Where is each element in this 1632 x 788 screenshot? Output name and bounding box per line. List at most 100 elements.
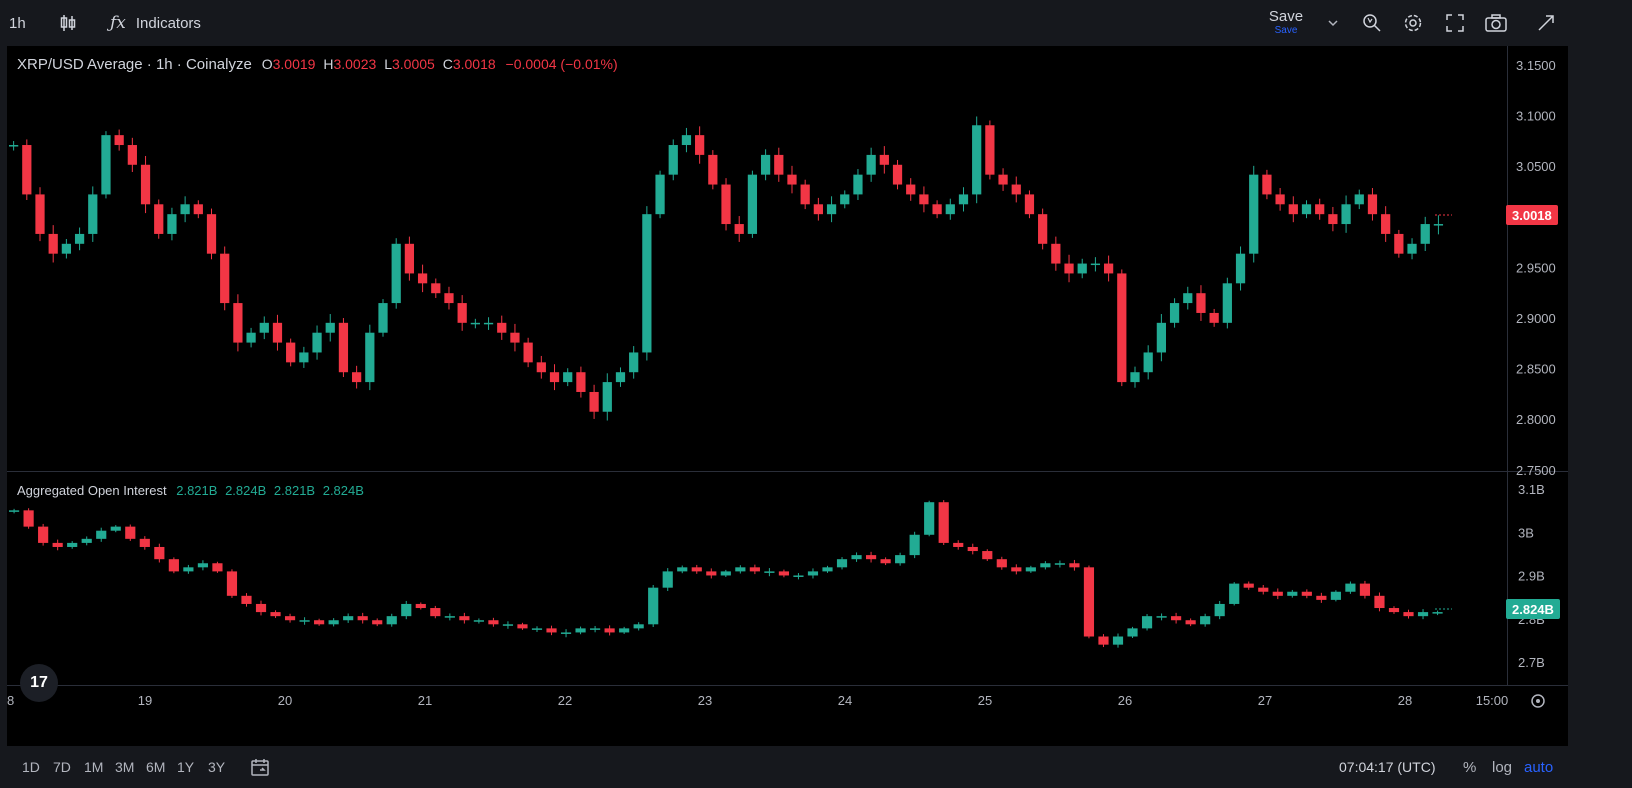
candle [365,324,375,391]
candle [1275,188,1285,211]
candle [787,165,797,194]
range-button-7d[interactable]: 7D [53,759,71,775]
candle [357,612,368,624]
oi-low-value: 2.821B [273,483,316,498]
candle [1258,584,1269,595]
range-button-1d[interactable]: 1D [22,759,40,775]
chart-area[interactable]: 3.15003.10003.05003.00002.95002.90002.85… [7,46,1568,746]
candle [720,569,731,577]
price-tick-label: 2.8500 [1516,362,1556,377]
range-button-3m[interactable]: 3M [115,759,135,775]
candle [1038,208,1048,250]
price-tick-label: 3.0500 [1516,159,1556,174]
chart-canvas[interactable]: 3.15003.10003.05003.00002.95002.90002.85… [7,46,1568,746]
candle [1301,200,1312,219]
close-value: 3.0018 [452,56,496,72]
price-axis[interactable]: 3.15003.10003.05003.00002.95002.90002.85… [1516,58,1556,478]
candle [895,552,906,566]
indicators-label: Indicators [135,14,201,32]
range-button-1m[interactable]: 1M [84,759,104,775]
candle [510,323,520,352]
candle [909,531,920,559]
candle [272,314,283,351]
oi-title[interactable]: Aggregated Open Interest [17,483,167,498]
candle [1171,612,1182,624]
log-scale-toggle[interactable]: log [1492,746,1512,788]
candles-icon[interactable] [53,8,83,38]
candle [259,316,269,340]
candle [602,373,612,421]
candle [488,617,499,627]
range-button-3y[interactable]: 3Y [208,759,226,775]
candle [430,605,441,619]
candle [517,622,528,630]
candle [154,199,164,239]
candle [560,629,572,638]
candle [1069,559,1080,571]
fullscreen-icon[interactable] [1440,8,1470,38]
candle [1040,561,1051,570]
interval-selector[interactable]: 1h [9,0,26,46]
candle [1025,565,1036,573]
auto-scale-toggle[interactable]: auto [1524,746,1553,788]
candle [343,613,354,623]
candle [1077,258,1087,279]
oi-tick-label: 3B [1518,525,1534,540]
candle [154,543,165,563]
price-tick-label: 2.7500 [1516,463,1556,478]
date-range-icon[interactable] [250,746,272,788]
candle [1359,580,1371,599]
low-value: 3.0005 [391,56,435,72]
candle [865,551,877,563]
candle [404,236,415,281]
candle [662,568,673,591]
candle [1011,176,1021,203]
function-icon: ƒx [110,13,126,33]
quick-search-icon[interactable] [1357,8,1387,38]
time-axis[interactable]: 8 19 20 21 22 23 24 25 26 27 28 15:00 [7,693,1508,708]
high-label: H [323,56,334,72]
candle [1417,609,1429,620]
candle [906,178,916,201]
price-tick-label: 3.1500 [1516,58,1556,73]
candle [1143,345,1153,380]
symbol-title[interactable]: XRP/USD Average · 1h · Coinalyze [17,56,252,73]
time-tick-label: 23 [698,693,712,708]
candle [1054,560,1065,568]
candle [125,524,136,541]
gear-icon[interactable] [1398,8,1428,38]
candle [88,186,98,242]
candle [1330,590,1341,602]
indicators-button[interactable]: ƒx Indicators [110,0,201,46]
candle [1328,206,1338,232]
percent-scale-toggle[interactable]: % [1463,746,1476,788]
chevron-down-icon[interactable] [1318,8,1348,38]
save-button[interactable]: Save Save [1266,8,1306,36]
candle [938,500,949,546]
range-button-6m[interactable]: 6M [146,759,166,775]
candle [982,549,993,561]
candle [1011,564,1022,575]
tradingview-logo-icon[interactable]: 17 [20,664,58,702]
candle [536,355,546,379]
candle [101,131,111,199]
candle [1315,198,1325,220]
candle [879,146,889,174]
candle [1249,165,1259,263]
candle [1301,589,1312,599]
candle [459,612,470,624]
range-button-1y[interactable]: 1Y [177,759,195,775]
candle [284,613,296,623]
price-tick-label: 2.9500 [1516,260,1556,275]
candle [642,206,652,361]
top-toolbar: 1h ƒx Indicators Save Save [0,0,1632,46]
candle [604,625,615,636]
expand-arrows-icon[interactable] [1531,8,1561,38]
chart-settings-icon[interactable] [1531,694,1545,708]
save-label: Save [1268,8,1304,25]
candle [1235,246,1246,291]
clock[interactable]: 07:04:17 (UTC) [1339,746,1435,788]
high-value: 3.0023 [333,56,377,72]
camera-icon[interactable] [1481,8,1511,38]
